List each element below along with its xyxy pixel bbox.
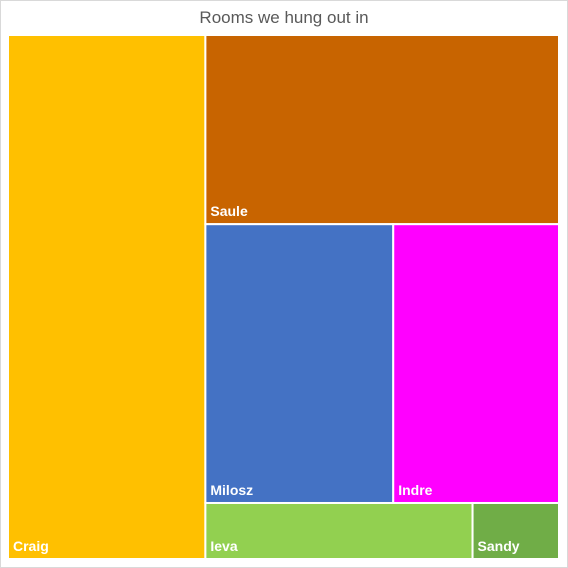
tile-label-craig: Craig [13,538,49,554]
tile-label-milosz: Milosz [210,482,253,498]
tile-ieva[interactable] [204,501,474,561]
chart-title: Rooms we hung out in [199,8,369,27]
tile-label-sandy: Sandy [478,538,520,554]
tile-saule[interactable] [204,34,560,226]
tile-label-indre: Indre [398,482,432,498]
tile-milosz[interactable] [204,223,395,504]
tile-label-saule: Saule [210,203,248,219]
tile-craig[interactable] [7,34,207,560]
tile-indre[interactable] [392,223,560,504]
tile-sandy[interactable] [471,501,560,561]
tile-label-ieva: Ieva [210,538,237,554]
